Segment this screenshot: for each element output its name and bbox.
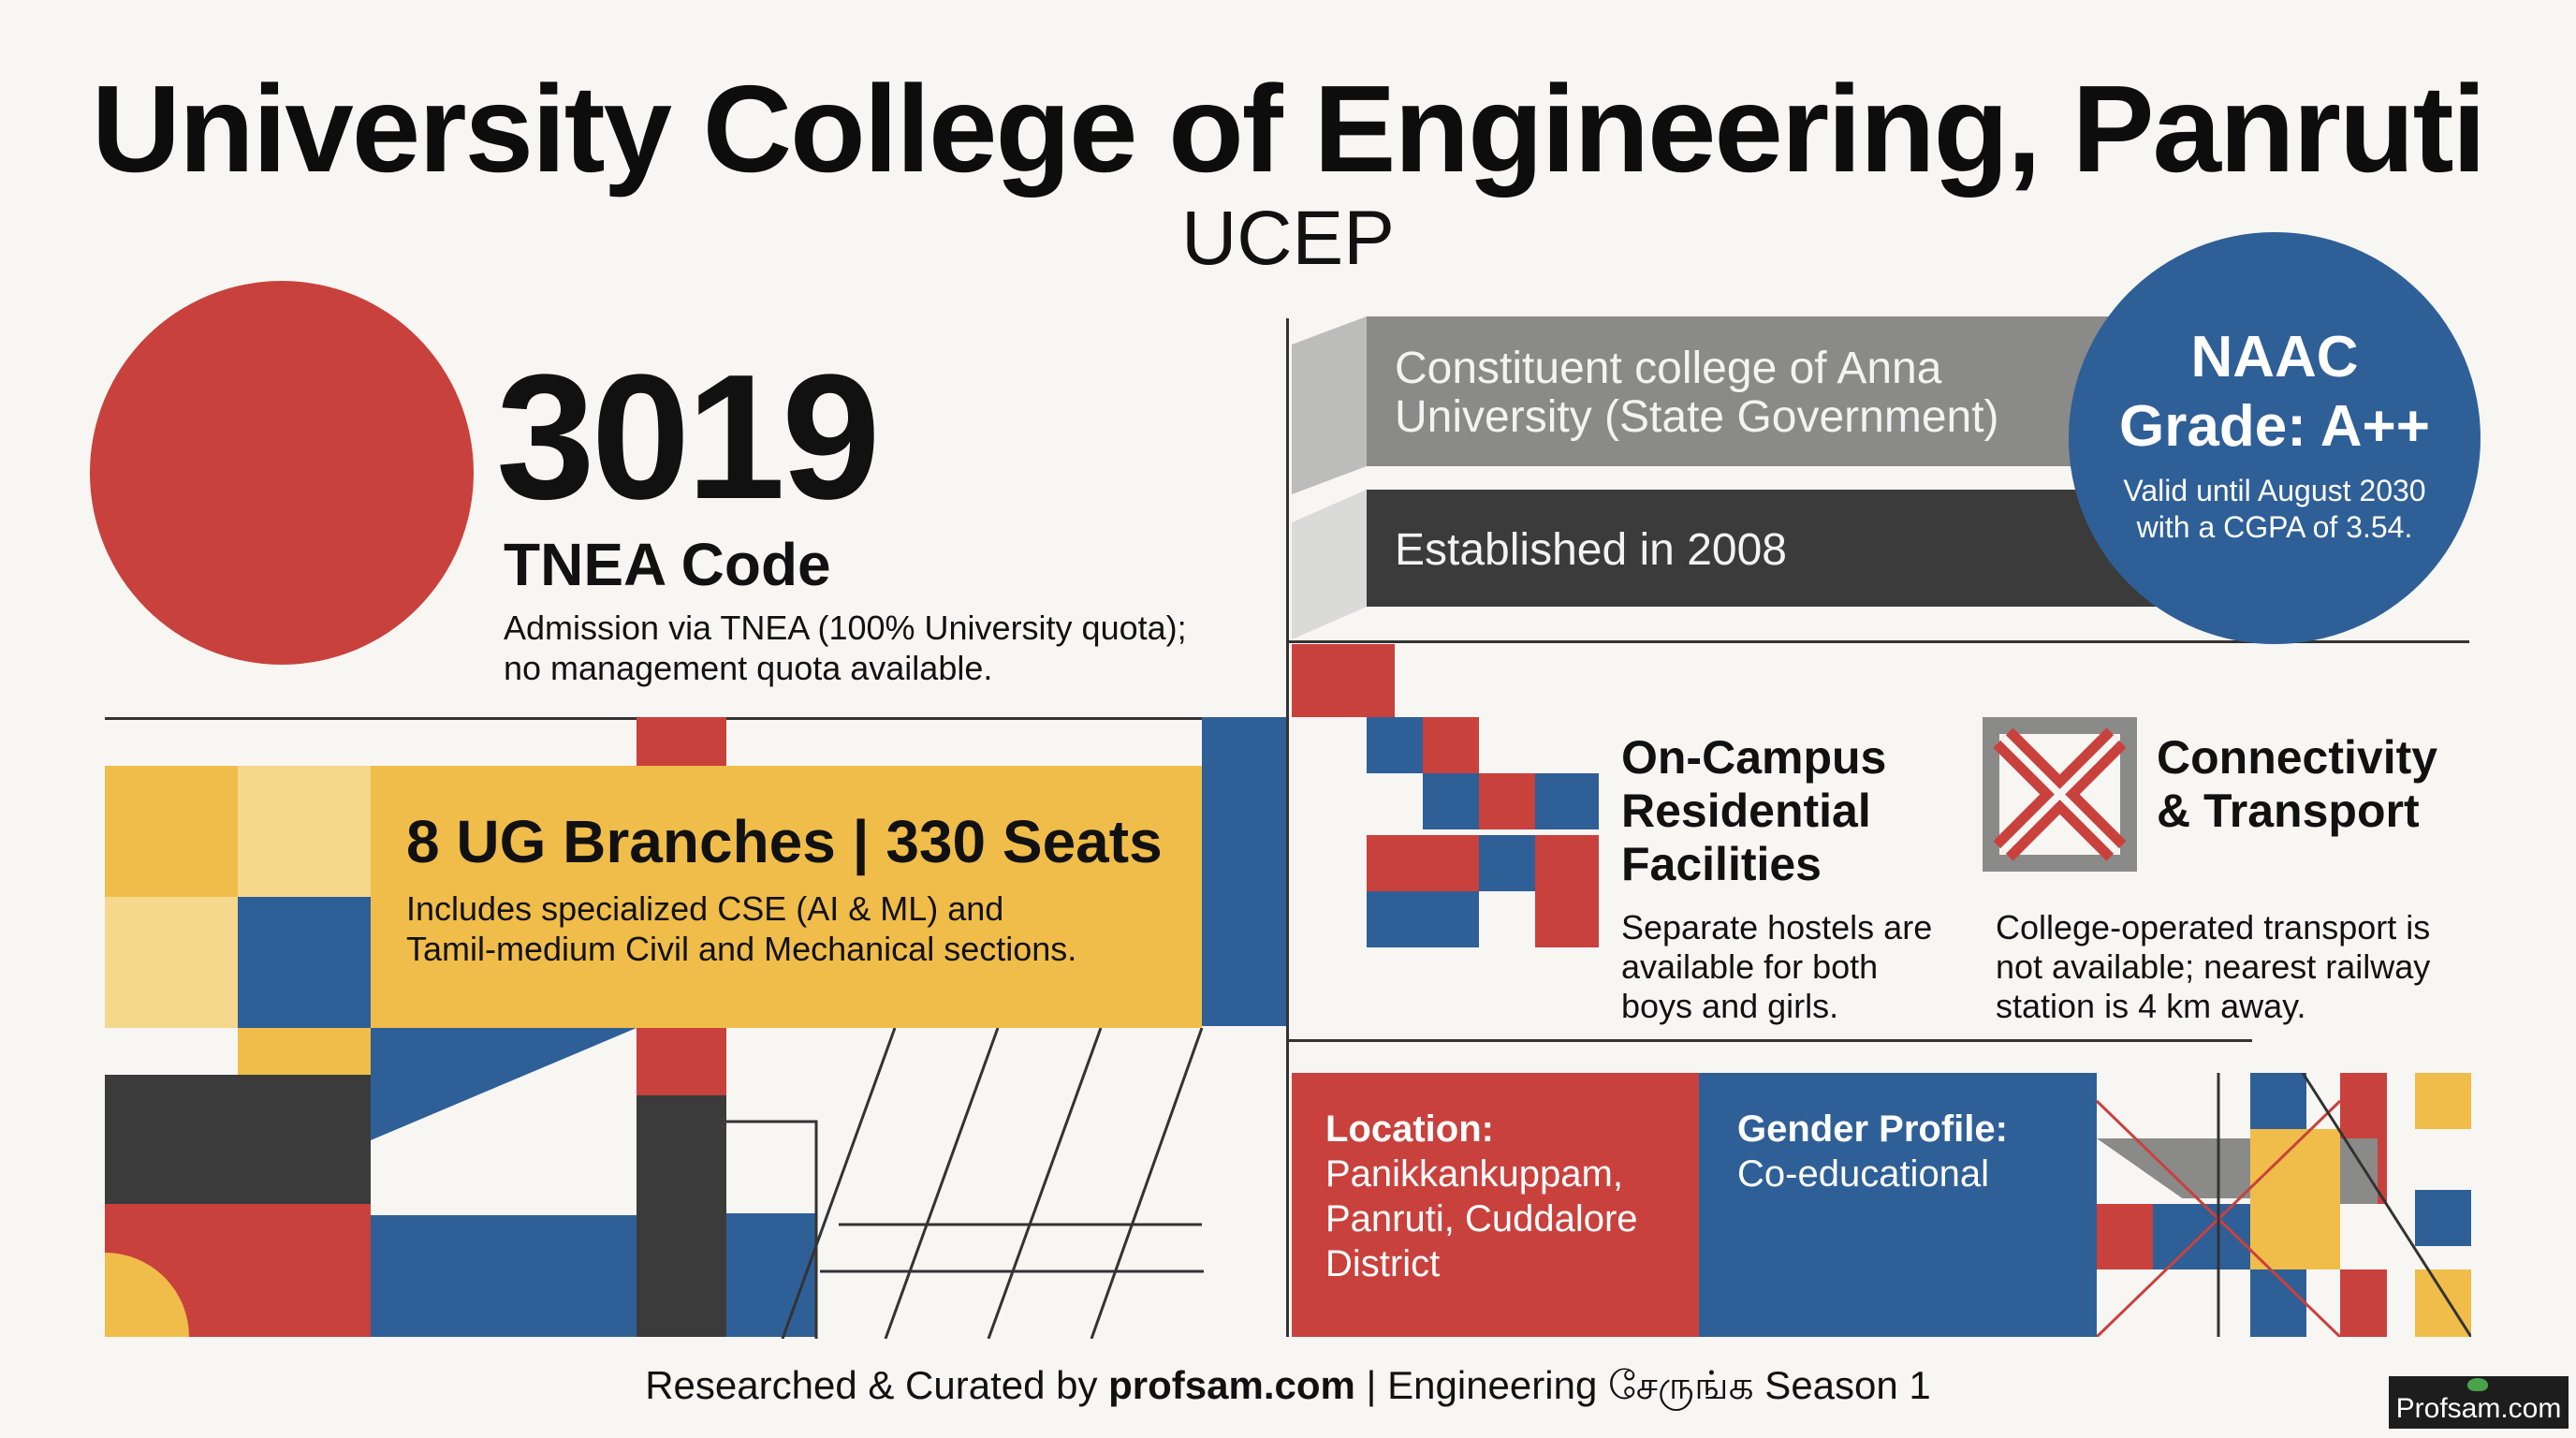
hostel-desc-line3: boys and girls. [1621,987,1839,1025]
transport-cross-icon [1983,717,2137,872]
hostel-title-line1: On-Campus [1621,731,1887,784]
red-circle-decoration [90,281,474,665]
page-title: University College of Engineering, Panru… [91,60,2486,198]
naac-valid-line2: with a CGPA of 3.54. [2136,510,2413,544]
hostel-desc-line1: Separate hostels are [1621,908,1933,946]
gender-label: Gender Profile: [1737,1108,2008,1150]
profsam-badge-label: Profsam.com [2395,1393,2562,1424]
footer-site-link[interactable]: profsam.com [1108,1363,1355,1407]
transport-title-line2: & Transport [2157,785,2420,837]
transport-desc-line3: station is 4 km away. [1996,987,2306,1025]
location-label: Location: [1325,1108,1494,1150]
location-line1: Panikkankuppam, [1325,1153,1623,1195]
established-text: Established in 2008 [1395,525,1787,575]
transport-title-line1: Connectivity [2157,731,2438,784]
naac-valid-line1: Valid until August 2030 [2123,474,2426,507]
location-panel [1292,1073,1699,1337]
leaf-icon [2467,1378,2488,1391]
right-mosaic [2097,1073,2471,1337]
branches-headline: 8 UG Branches | 330 Seats [406,808,1163,875]
tnea-label: TNEA Code [504,531,831,598]
footer-suffix: | Engineering சேருங்க Season 1 [1354,1363,1931,1407]
location-line3: District [1325,1243,1441,1284]
profsam-badge[interactable]: Profsam.com [2389,1376,2569,1429]
hostel-title-line2: Residential [1621,785,1871,837]
tnea-note-line1: Admission via TNEA (100% University quot… [504,609,1187,647]
hostel-desc-line2: available for both [1621,947,1879,986]
footer-prefix: Researched & Curated by [645,1363,1109,1407]
page-subtitle: UCEP [1181,196,1395,281]
hostel-title-line3: Facilities [1621,838,1822,890]
divider-right-mid [1288,1039,2252,1042]
footer-credit: Researched & Curated by profsam.com | En… [0,1363,2576,1414]
gender-panel [1699,1073,2097,1337]
divider-right-top [1288,640,2469,643]
transport-desc-line1: College-operated transport is [1996,908,2431,946]
affiliation-line2: University (State Government) [1395,392,1999,442]
naac-grade: Grade: A++ [2119,394,2430,459]
naac-badge [2069,232,2481,644]
location-line2: Panruti, Cuddalore [1325,1198,1638,1240]
naac-title: NAAC [2190,325,2359,389]
branches-desc-line1: Includes specialized CSE (AI & ML) and [406,889,1004,928]
gender-value: Co-educational [1737,1153,1990,1195]
divider-center-vertical [1286,318,1289,1337]
branches-desc-line2: Tamil-medium Civil and Mechanical sectio… [406,930,1077,968]
tnea-code: 3019 [496,338,881,536]
transport-desc-line2: not available; nearest railway [1996,947,2431,986]
tnea-note-line2: no management quota available. [504,649,993,687]
branches-banner [371,766,1202,1028]
affiliation-line1: Constituent college of Anna [1395,344,1942,393]
